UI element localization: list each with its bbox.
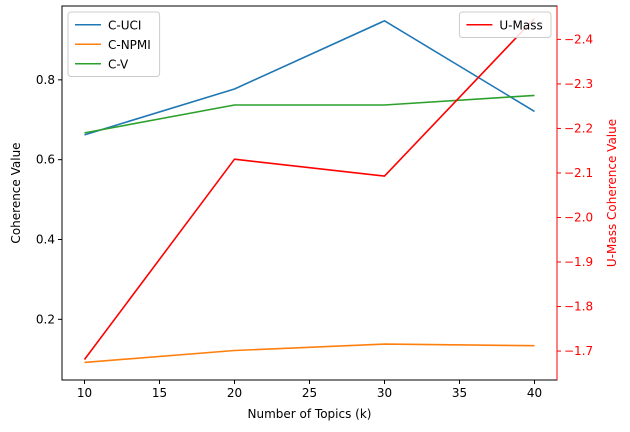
lines-layer [83, 17, 536, 364]
x-tick-label: 20 [227, 386, 242, 400]
legend-box [67, 11, 161, 77]
y2-tick-label: −1.7 [564, 344, 593, 358]
series-line-c-uci [84, 19, 535, 136]
y2-tick-label: −2.1 [564, 166, 593, 180]
y2-tick-label: −2.4 [564, 32, 593, 46]
y-tick-label: 0.2 [36, 312, 55, 326]
series-line-c-npmi [84, 343, 535, 364]
x-tick-label: 35 [452, 386, 467, 400]
x-tick-label: 25 [302, 386, 317, 400]
legend-label: C-UCI [108, 18, 141, 32]
y2-tick-label: −1.9 [564, 255, 593, 269]
legend-label: C-V [108, 57, 129, 71]
y-tick-label: 0.4 [36, 233, 55, 247]
y-tick-label: 0.8 [36, 73, 55, 87]
x-tick-label: 10 [77, 386, 92, 400]
y-axis-right: −1.7 −1.8 −1.9 −2.0 −2.1 −2.2 −2.3 −2.4 [556, 6, 593, 380]
legend-label: C-NPMI [108, 38, 151, 52]
y-tick-label: 0.6 [36, 153, 55, 167]
legend-label: U-Mass [499, 18, 542, 32]
series-line-c-v [84, 94, 535, 134]
legend-box [458, 11, 552, 38]
y2-tick-label: −2.3 [564, 77, 593, 91]
y2-tick-label: −1.8 [564, 300, 593, 314]
x-tick-label: 40 [527, 386, 542, 400]
y-axis-left: 0.2 0.4 0.6 0.8 [36, 73, 62, 326]
y2-axis-label: U-Mass Coherence Value [605, 119, 619, 267]
x-tick-label: 30 [377, 386, 392, 400]
y2-tick-label: −2.2 [564, 121, 593, 135]
y-axis-label: Coherence Value [9, 142, 23, 243]
x-axis: 10 15 20 25 30 35 40 [77, 380, 542, 400]
legend-left: C-UCI C-NPMI C-V [67, 11, 161, 77]
x-tick-label: 15 [152, 386, 167, 400]
x-axis-label: Number of Topics (k) [248, 407, 372, 421]
legend-right: U-Mass [458, 11, 552, 38]
series-line-u-mass [83, 17, 536, 360]
y2-tick-label: −2.0 [564, 210, 593, 224]
